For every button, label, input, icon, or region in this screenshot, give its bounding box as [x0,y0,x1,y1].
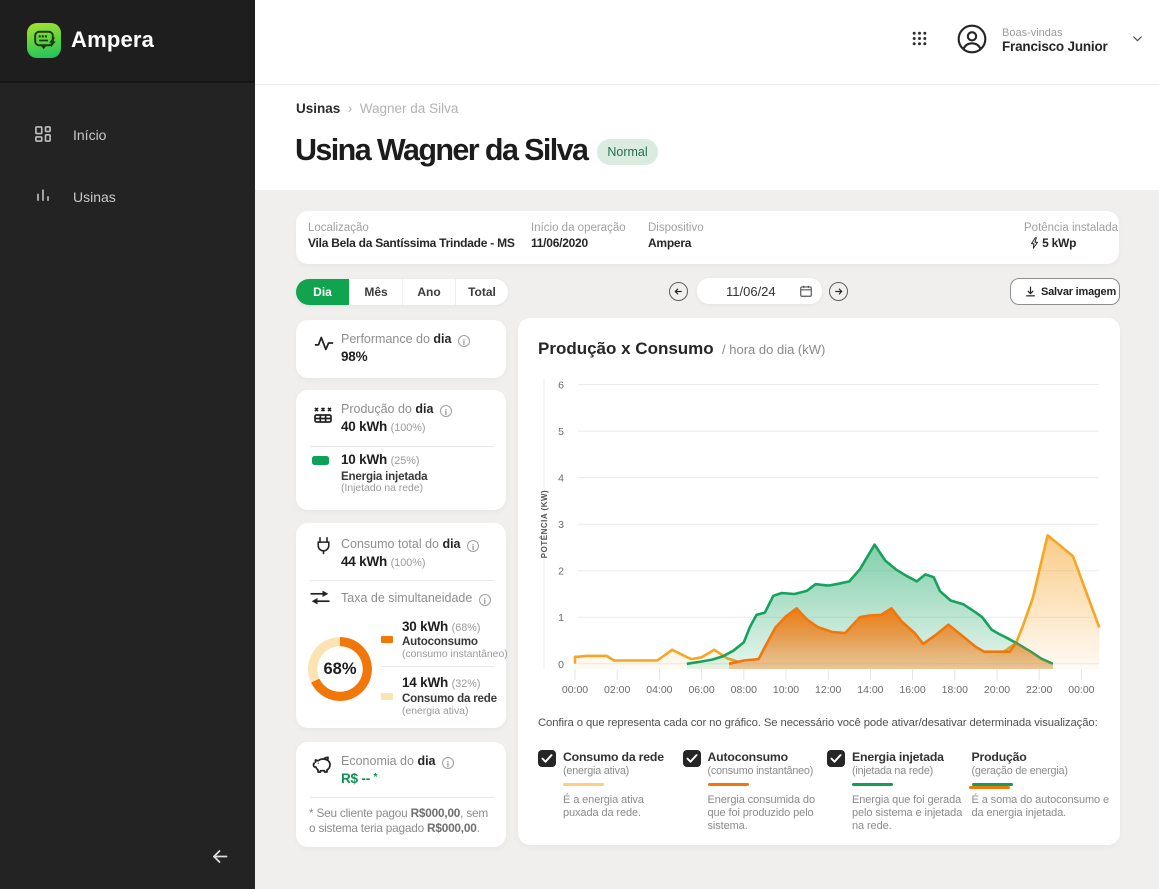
svg-text:02:00: 02:00 [604,684,630,696]
svg-text:06:00: 06:00 [688,684,714,696]
svg-text:6: 6 [558,380,564,392]
svg-text:08:00: 08:00 [731,684,757,696]
svg-text:18:00: 18:00 [942,684,968,696]
svg-text:1: 1 [558,612,564,624]
svg-text:2: 2 [558,566,564,578]
svg-text:3: 3 [558,519,564,531]
svg-text:0: 0 [558,659,564,671]
svg-text:12:00: 12:00 [815,684,841,696]
svg-text:16:00: 16:00 [899,684,925,696]
svg-text:00:00: 00:00 [562,684,588,696]
svg-text:04:00: 04:00 [646,684,672,696]
svg-text:14:00: 14:00 [857,684,883,696]
svg-text:POTÊNCIA (KW): POTÊNCIA (KW) [540,490,549,558]
svg-text:5: 5 [558,426,564,438]
svg-text:10:00: 10:00 [773,684,799,696]
svg-text:20:00: 20:00 [984,684,1010,696]
svg-text:22:00: 22:00 [1026,684,1052,696]
svg-text:00:00: 00:00 [1068,684,1094,696]
svg-text:4: 4 [558,473,564,485]
